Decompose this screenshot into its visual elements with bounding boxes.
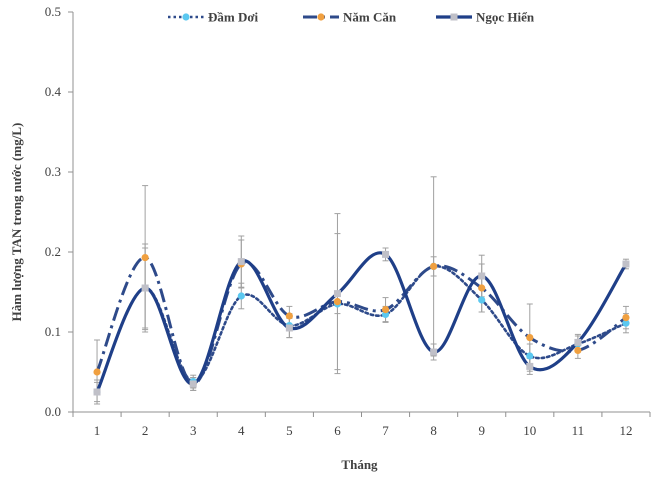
series-lines <box>95 251 628 394</box>
y-tick-label: 0.0 <box>45 404 61 419</box>
data-point <box>285 312 293 320</box>
data-point <box>93 388 101 396</box>
series-markers <box>93 250 630 396</box>
data-point <box>430 262 438 270</box>
data-point <box>526 362 534 370</box>
series-line-3 <box>95 251 628 393</box>
y-ticks: 0.0 0.1 0.2 0.3 0.4 0.5 <box>45 4 73 419</box>
legend-marker <box>317 13 325 21</box>
x-tick-label: 8 <box>430 423 437 438</box>
x-tick-label: 10 <box>523 423 536 438</box>
y-tick-label: 0.4 <box>45 84 62 99</box>
data-point <box>526 334 534 342</box>
x-tick-label: 2 <box>142 423 149 438</box>
data-point <box>574 338 582 346</box>
y-axis-title: Hàm lượng TAN trong nước (mg/L) <box>9 123 24 322</box>
series-line-2 <box>95 256 627 386</box>
y-tick-label: 0.5 <box>45 4 61 19</box>
data-point <box>478 296 486 304</box>
legend-label: Ngọc Hiển <box>476 10 535 25</box>
y-tick-label: 0.3 <box>45 164 61 179</box>
x-tick-label: 12 <box>619 423 632 438</box>
y-tick-label: 0.1 <box>45 324 61 339</box>
legend-marker <box>182 13 190 21</box>
data-point <box>285 324 293 332</box>
data-point <box>430 348 438 356</box>
data-point <box>333 298 342 306</box>
data-point <box>237 258 245 266</box>
data-point <box>141 254 149 262</box>
data-point <box>526 352 534 360</box>
data-point <box>478 284 486 292</box>
data-point <box>189 380 197 388</box>
x-tick-label: 6 <box>334 423 341 438</box>
legend-item: Năm Căn <box>303 10 397 25</box>
data-point <box>237 292 245 300</box>
error-bars <box>94 176 629 405</box>
data-point <box>141 284 149 292</box>
data-point <box>622 314 630 322</box>
series-line-1 <box>95 265 628 394</box>
x-axis-title: Tháng <box>341 457 378 472</box>
x-tick-label: 7 <box>382 423 389 438</box>
legend-label: Năm Căn <box>343 10 397 25</box>
x-tick-label: 11 <box>572 423 585 438</box>
x-tick-label: 3 <box>190 423 197 438</box>
data-point <box>382 250 390 258</box>
legend-marker <box>450 13 458 21</box>
x-tick-label: 9 <box>478 423 485 438</box>
legend-item: Ngọc Hiển <box>436 10 535 25</box>
data-point <box>622 319 630 327</box>
x-tick-label: 4 <box>238 423 245 438</box>
x-tick-label: 1 <box>94 423 101 438</box>
x-tick-label: 5 <box>286 423 293 438</box>
legend-label: Đầm Dơi <box>208 10 259 25</box>
x-ticks: 1 2 3 4 5 6 7 8 9 10 11 12 <box>72 412 651 438</box>
data-point <box>93 368 101 376</box>
data-point <box>478 272 486 280</box>
data-point <box>333 290 341 298</box>
legend-item: Đầm Dơi <box>168 10 259 25</box>
data-point <box>622 260 630 268</box>
legend: Đầm Dơi Năm Căn Ngọc Hiển <box>168 10 535 25</box>
data-point <box>381 306 390 314</box>
y-tick-label: 0.2 <box>45 244 61 259</box>
data-point <box>574 346 582 354</box>
plot-area: 0.00.10.20.30.40.5 1 2 3 4 5 6 7 8 9 10 11 12 <box>45 4 651 438</box>
